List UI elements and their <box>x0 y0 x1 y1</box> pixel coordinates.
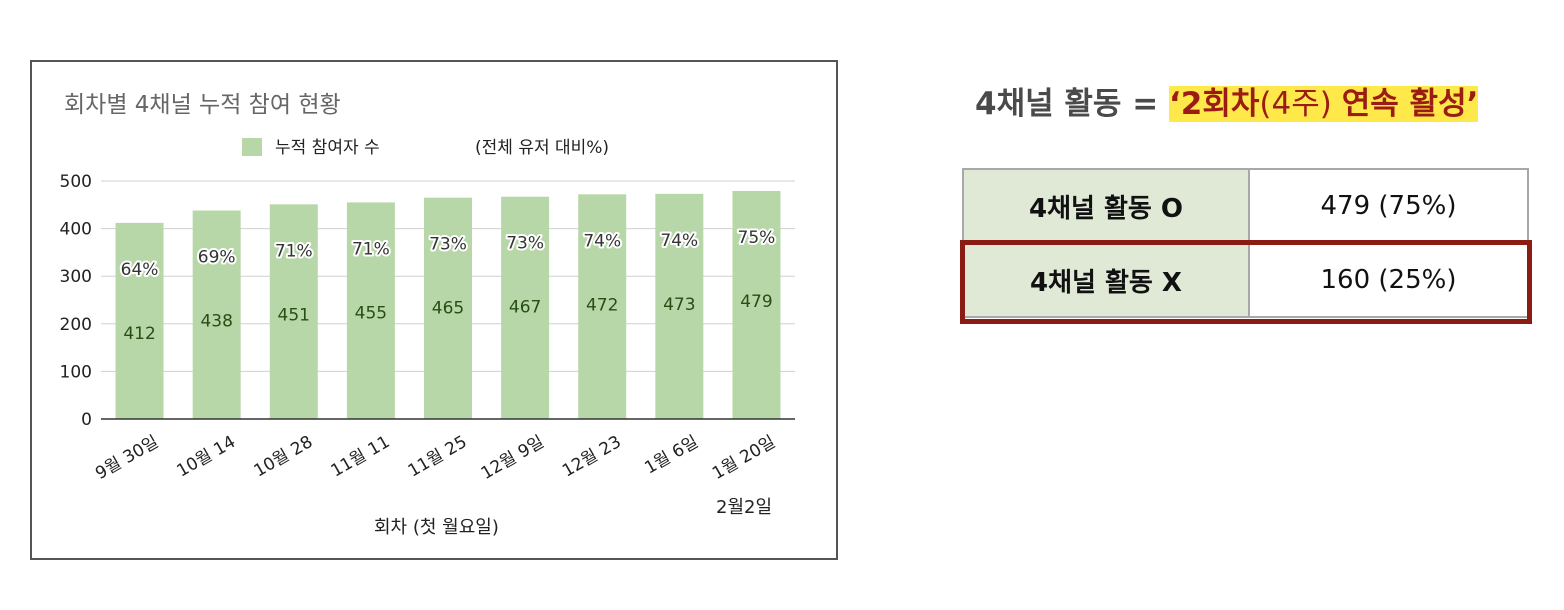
bar-value-label: 412 <box>123 324 155 344</box>
bar-value-label: 467 <box>509 298 541 318</box>
bar <box>732 190 781 419</box>
percent-label: 73% <box>506 234 544 254</box>
headline: 4채널 활동 = ‘2회차(4주) 연속 활성’ <box>975 78 1479 128</box>
y-tick-label: 400 <box>60 220 92 240</box>
x-tick-label: 10월 28 <box>251 432 317 481</box>
percent-label: 71% <box>352 239 390 259</box>
bar-value-label: 479 <box>740 292 772 312</box>
legend-series-label: 누적 참여자 수 <box>275 138 380 158</box>
bar-value-label: 473 <box>663 295 695 315</box>
close-quote: ’ <box>1466 86 1479 122</box>
headline-prefix: 4채널 활동 = <box>975 86 1170 122</box>
row-value: 479 (75%) <box>1248 168 1529 244</box>
x-tick-label: 12월 23 <box>559 432 625 481</box>
headline-highlight: ‘2회차(4주) 연속 활성’ <box>1169 86 1479 122</box>
headline-bold-2: 연속 활성 <box>1341 86 1467 122</box>
bar <box>655 193 704 419</box>
x-tick-label: 10월 14 <box>173 432 239 481</box>
table-row: 4채널 활동 O 479 (75%) <box>962 168 1529 244</box>
percent-label: 75% <box>738 228 776 248</box>
bar <box>424 197 472 419</box>
legend-note: (전체 유저 대비%) <box>475 138 609 158</box>
bar <box>192 210 241 419</box>
percent-label: 73% <box>429 235 467 255</box>
headline-light: (4주) <box>1259 86 1342 122</box>
x-tick-label: 9월 30일 <box>92 432 162 484</box>
y-tick-label: 200 <box>60 315 92 335</box>
bar <box>501 196 550 419</box>
bars: 64% 412 69% 438 71% 451 71% 455 73% 465 73% 467 74% 4… <box>115 190 781 419</box>
bar-value-label: 465 <box>432 299 464 319</box>
row-label: 4채널 활동 X <box>962 242 1250 318</box>
chart-frame: 회차별 4채널 누적 참여 현황 누적 참여자 수 (전체 유저 대비%) 0 1… <box>30 60 838 560</box>
percent-label: 69% <box>198 248 236 268</box>
percent-label: 64% <box>121 260 159 280</box>
table-row: 4채널 활동 X 160 (25%) <box>962 242 1529 318</box>
open-quote: ‘ <box>1169 86 1181 122</box>
row-label: 4채널 활동 O <box>962 168 1250 244</box>
percent-label: 74% <box>583 231 621 251</box>
headline-bold-1: 2회차 <box>1180 86 1260 122</box>
bar-value-label: 451 <box>278 305 310 325</box>
bar-value-label: 438 <box>200 312 232 332</box>
bar <box>115 222 164 419</box>
x-axis-title: 회차 (첫 월요일) <box>374 517 499 538</box>
bar-value-label: 472 <box>586 295 618 315</box>
x-tick-label: 11월 25 <box>405 432 471 481</box>
percent-label: 71% <box>275 241 313 261</box>
bar-value-label: 455 <box>355 303 387 323</box>
y-tick-label: 100 <box>60 362 92 382</box>
chart-title: 회차별 4채널 누적 참여 현황 <box>64 92 341 118</box>
y-tick-label: 0 <box>81 410 92 430</box>
legend-swatch <box>242 138 262 156</box>
summary-table: 4채널 활동 O 479 (75%) 4채널 활동 X 160 (25%) <box>962 168 1529 318</box>
bar <box>346 202 395 419</box>
x-tick-label: 12월 9일 <box>478 432 548 484</box>
y-axis-ticks: 0 100 200 300 400 500 <box>60 172 92 430</box>
y-tick-label: 300 <box>60 267 92 287</box>
x-tick-label: 11월 11 <box>328 432 394 481</box>
annotation-date: 2월2일 <box>716 497 772 518</box>
x-tick-label: 1월 20일 <box>709 432 779 484</box>
bar <box>578 194 627 419</box>
x-tick-label: 1월 6일 <box>641 432 702 478</box>
row-value: 160 (25%) <box>1248 242 1529 318</box>
x-axis-ticks: 9월 30일 10월 14 10월 28 11월 11 11월 25 12월 9일 12월 … <box>92 432 779 484</box>
bar-chart: 회차별 4채널 누적 참여 현황 누적 참여자 수 (전체 유저 대비%) 0 1… <box>60 92 795 538</box>
percent-label: 74% <box>660 231 698 251</box>
bar <box>269 204 318 419</box>
y-tick-label: 500 <box>60 172 92 192</box>
